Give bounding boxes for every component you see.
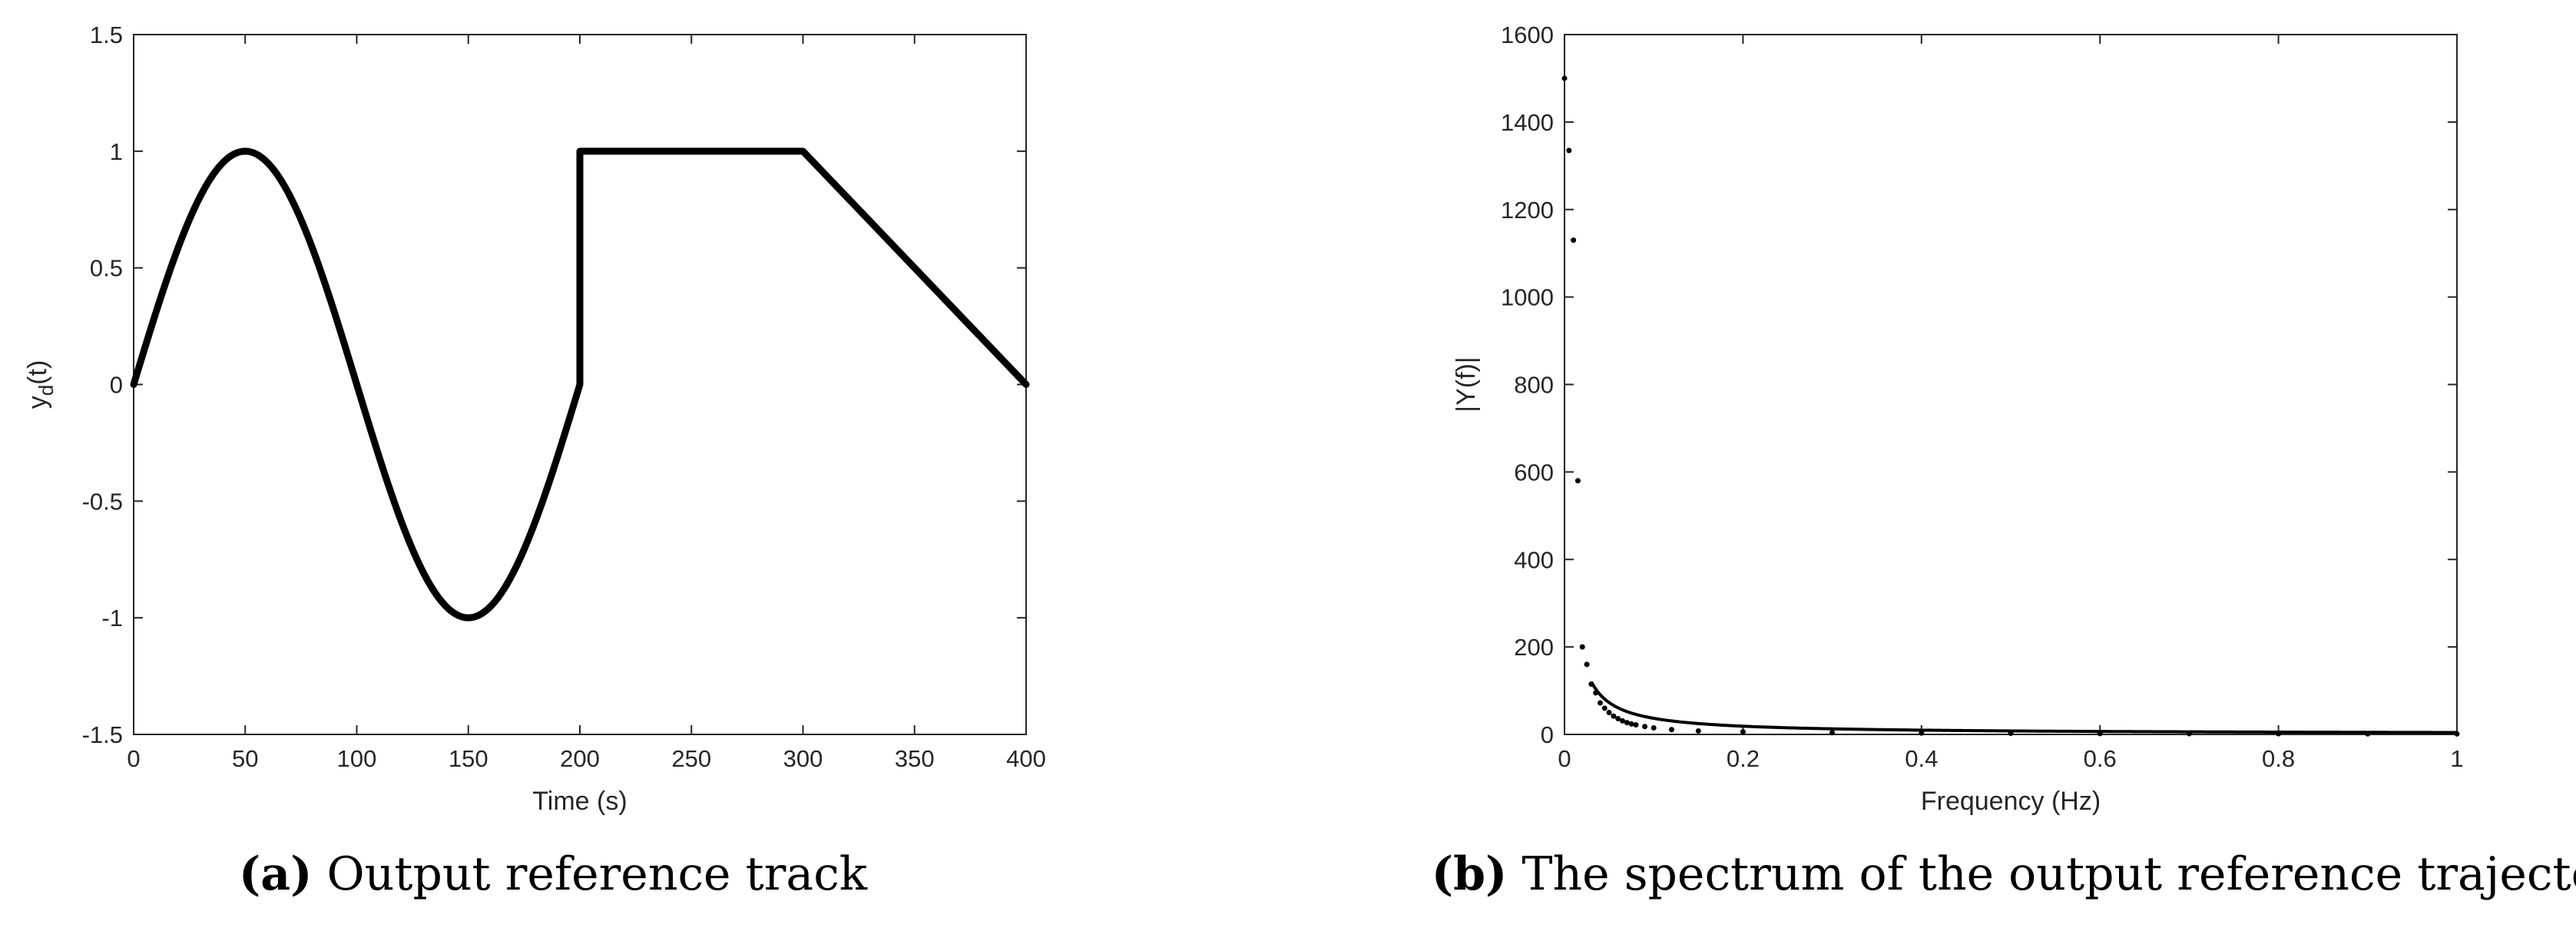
x-tick-label: 150: [449, 745, 488, 772]
spectrum-point: [1566, 147, 1572, 154]
x-tick-label: 0: [1558, 745, 1571, 772]
x-tick-label: 200: [560, 745, 600, 772]
spectrum-point: [1579, 644, 1585, 650]
spectrum-point: [1628, 721, 1634, 727]
panel-b-data-series: [1561, 75, 2460, 737]
y-tick-label: -1.5: [82, 721, 123, 748]
spectrum-point: [1561, 75, 1568, 81]
panel-a-caption-text: Output reference track: [312, 847, 867, 901]
y-tick-label: 200: [1514, 634, 1554, 661]
panel-a-y-label-main: y: [23, 396, 52, 409]
panel-b-caption: (b) The spectrum of the output reference…: [1432, 847, 2576, 901]
y-tick-label: 1400: [1501, 109, 1554, 136]
spectrum-point: [1597, 700, 1603, 706]
panel-b-caption-text: The spectrum of the output reference tra…: [1507, 847, 2576, 901]
spectrum-point: [1624, 720, 1630, 726]
panel-a-y-axis-label: yd(t): [23, 360, 58, 409]
spectrum-point: [1633, 721, 1639, 728]
spectrum-point: [1615, 716, 1621, 721]
spectrum-point: [1651, 724, 1657, 731]
spectrum-tail: [1590, 681, 2457, 734]
y-tick-label: 400: [1514, 546, 1554, 573]
spectrum-point: [1601, 705, 1608, 711]
spectrum-point: [1829, 730, 1836, 736]
x-tick-label: 400: [1006, 745, 1046, 772]
y-tick-label: -0.5: [82, 488, 123, 515]
y-tick-label: 1000: [1501, 284, 1554, 311]
y-tick-label: 800: [1514, 372, 1554, 399]
spectrum-point: [1919, 730, 1925, 736]
x-tick-label: 250: [671, 745, 711, 772]
y-tick-label: 1: [110, 138, 123, 165]
panel-a-caption-letter: (a): [239, 847, 313, 901]
panel-a-y-label-subscript: d: [35, 385, 58, 396]
y-tick-label: 1.5: [90, 22, 123, 48]
panel-a-x-axis-label: Time (s): [532, 787, 627, 816]
spectrum-point: [1574, 478, 1581, 484]
x-tick-label: 0.4: [1905, 745, 1938, 772]
spectrum-point: [1668, 727, 1674, 733]
y-tick-label: 1200: [1501, 197, 1554, 224]
panel-b-ticks: 0 0.2 0.4 0.6 0.8 1 0 200 400 600 800 1000 1200 1400 1…: [1501, 22, 2464, 772]
panel-b-axes-frame: [1564, 34, 2458, 735]
y-tick-label: 0.5: [90, 255, 123, 282]
spectrum-point: [1620, 718, 1626, 724]
x-tick-label: 0.8: [2262, 745, 2295, 772]
panel-b-y-axis-label: |Y(f)|: [1452, 356, 1481, 412]
x-tick-label: 50: [232, 745, 258, 772]
panel-a-caption: (a) Output reference track: [239, 847, 868, 901]
spectrum-point: [1642, 724, 1648, 730]
panel-a-chart: 0 50 100 150 200 250 300 350 400 -1.5 -1 -0.5 0 0.5 1 1…: [23, 22, 1046, 901]
x-tick-label: 1: [2450, 745, 2463, 772]
spectrum-point: [1584, 661, 1590, 668]
panel-b-chart: 0 0.2 0.4 0.6 0.8 1 0 200 400 600 800 1000 1200 1400 1…: [1432, 22, 2576, 901]
panel-b-x-axis-label: Frequency (Hz): [1921, 787, 2101, 816]
spectrum-point: [1740, 729, 1746, 735]
spectrum-point: [1606, 710, 1612, 716]
x-tick-label: 350: [895, 745, 935, 772]
x-tick-label: 0.6: [2084, 745, 2117, 772]
y-tick-label: 0: [1541, 721, 1554, 748]
y-tick-label: 0: [110, 372, 123, 399]
x-tick-label: 0: [127, 745, 140, 772]
panel-b-caption-letter: (b): [1432, 847, 1508, 901]
panel-a-data-series: [130, 147, 1030, 621]
reference-track-line: [130, 147, 1030, 621]
y-tick-label: 600: [1514, 459, 1554, 486]
x-tick-label: 300: [783, 745, 823, 772]
y-tick-label: 1600: [1501, 22, 1554, 48]
panel-a-ticks: 0 50 100 150 200 250 300 350 400 -1.5 -1 -0.5 0 0.5 1 1…: [82, 22, 1046, 772]
spectrum-point: [1571, 237, 1577, 244]
x-tick-label: 100: [337, 745, 377, 772]
spectrum-point: [1695, 728, 1701, 734]
y-tick-label: -1: [101, 605, 123, 631]
x-tick-label: 0.2: [1727, 745, 1760, 772]
panel-a-y-label-rest: (t): [23, 360, 52, 385]
spectrum-point: [1611, 713, 1617, 719]
